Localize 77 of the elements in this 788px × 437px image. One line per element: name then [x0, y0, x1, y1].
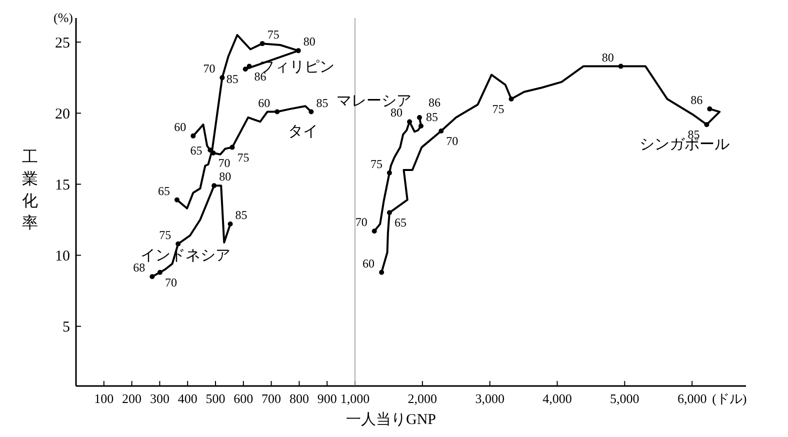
x-tick-label: 4,000 [542, 391, 572, 406]
series-label: タイ [288, 124, 318, 140]
x-tick-label: 1,000 [340, 391, 370, 406]
x-tick-label: 6,000 [677, 391, 707, 406]
point [242, 66, 248, 72]
point [707, 106, 712, 112]
point [308, 109, 314, 114]
y-tick-label: 5 [62, 320, 70, 336]
point [372, 228, 377, 234]
annotation: 85 [426, 110, 438, 124]
point [386, 210, 392, 216]
annotation: 70 [203, 62, 216, 76]
point [212, 183, 217, 188]
point [174, 197, 180, 202]
x-tick-label: 400 [178, 391, 198, 406]
annotation: 68 [133, 260, 146, 275]
x-tick-label: 2,000 [408, 391, 438, 406]
x-tick-label: 800 [289, 391, 309, 406]
y-axis-title: 工業化率 [22, 149, 38, 232]
annotation: 60 [362, 256, 375, 270]
point [220, 75, 225, 80]
point [230, 144, 235, 150]
x-tick-label: 3,000 [475, 391, 504, 406]
annotation: 75 [267, 28, 280, 42]
x-tick-label: 500 [206, 391, 226, 406]
point [379, 270, 384, 275]
point [176, 241, 181, 246]
point [508, 96, 514, 102]
text: (ドル) [712, 391, 747, 406]
point [190, 133, 196, 138]
annotation: 80 [602, 50, 614, 64]
annotation: 86 [690, 92, 703, 107]
annotation: 80 [219, 170, 232, 184]
annotation: 80 [303, 34, 316, 49]
x-tick-label: 600 [234, 391, 254, 406]
point [274, 109, 280, 114]
annotation: 75 [237, 150, 250, 164]
point [618, 64, 624, 69]
annotation: 70 [164, 275, 177, 290]
x-tick-label: 100 [94, 391, 114, 406]
point [418, 123, 424, 128]
annotation: 60 [174, 120, 186, 134]
annotation: 85 [226, 72, 238, 86]
annotation: 60 [258, 96, 270, 110]
point [407, 119, 412, 124]
point [386, 170, 392, 176]
y-tick-label: 15 [55, 177, 70, 194]
point [704, 122, 710, 128]
annotation: 65 [158, 184, 170, 198]
annotation: 70 [446, 134, 458, 148]
point [260, 41, 265, 46]
x-tick-label: 300 [150, 391, 170, 406]
y-tick-label: 10 [55, 248, 70, 265]
annotation: 75 [370, 156, 382, 171]
annotation: 85 [316, 96, 328, 110]
annotation: 70 [355, 215, 368, 230]
annotation: 75 [492, 102, 504, 116]
annotation: 70 [218, 156, 230, 170]
x-tick-label: 5,000 [610, 391, 640, 406]
annotation: 86 [428, 95, 441, 110]
x-tick-label: 900 [317, 391, 337, 406]
text: (%) [54, 10, 73, 25]
x-axis-title: 一人当りGNP [346, 411, 436, 428]
x-tick-label: 700 [262, 391, 282, 406]
x-tick-label: 200 [122, 391, 142, 406]
y-tick-label: 20 [55, 106, 70, 122]
point [246, 64, 252, 69]
annotation: 85 [235, 208, 248, 222]
point [150, 274, 155, 280]
point [228, 222, 233, 227]
annotation: 65 [394, 216, 406, 230]
annotation: 65 [190, 144, 202, 158]
annotation: 75 [159, 228, 172, 242]
point [438, 128, 444, 134]
point [417, 114, 422, 120]
y-tick-label: 25 [55, 35, 70, 52]
point [157, 270, 162, 275]
